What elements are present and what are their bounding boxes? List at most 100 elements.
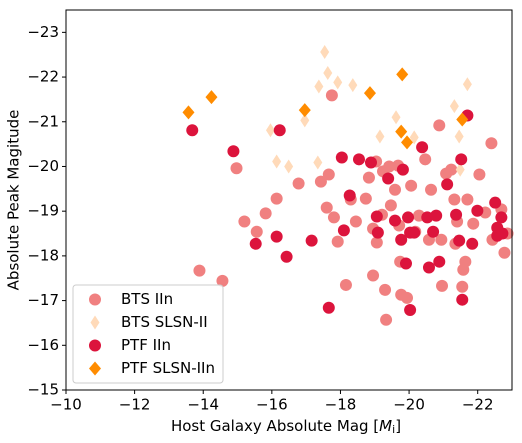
x-axis-label-text: Host Galaxy Absolute Mag [ [171, 417, 379, 435]
point [362, 171, 375, 184]
point [422, 261, 435, 274]
point [325, 89, 338, 102]
point [421, 211, 434, 224]
x-tick-label: −14 [187, 396, 219, 414]
point [337, 224, 350, 237]
point [370, 210, 383, 223]
point [389, 183, 402, 196]
point [462, 77, 472, 92]
point [327, 211, 340, 224]
point [401, 291, 414, 304]
point [314, 79, 324, 94]
point [454, 129, 464, 144]
point [496, 227, 509, 240]
point [298, 103, 311, 118]
point [305, 234, 318, 247]
point [359, 192, 372, 205]
point [448, 193, 461, 206]
legend-marker [90, 315, 100, 330]
point [322, 168, 335, 181]
point [456, 293, 469, 306]
point [489, 196, 502, 209]
legend-frame [72, 284, 224, 384]
point [408, 226, 421, 239]
point [227, 145, 240, 158]
point [364, 156, 377, 169]
point [363, 86, 376, 101]
point [280, 250, 293, 263]
x-axis-label-symbol: M [379, 417, 392, 435]
point [456, 112, 469, 127]
point [370, 236, 383, 249]
point [455, 153, 468, 166]
point [259, 207, 272, 220]
point [193, 264, 206, 277]
point [182, 105, 195, 120]
point [389, 214, 402, 227]
point [425, 183, 438, 196]
y-tick-label: −20 [27, 157, 59, 175]
point [399, 257, 412, 270]
legend-label: BTS IIn [121, 290, 173, 308]
point [485, 137, 498, 150]
point [419, 153, 432, 166]
point [441, 178, 454, 191]
point [371, 226, 384, 239]
point [445, 163, 458, 176]
point [292, 177, 305, 190]
point [396, 67, 409, 82]
point [395, 233, 408, 246]
point [186, 124, 199, 137]
point [402, 211, 415, 224]
point [498, 246, 511, 259]
y-tick-label: −23 [27, 23, 59, 41]
point [284, 159, 294, 174]
point [404, 303, 417, 316]
legend-label: BTS SLSN-II [121, 313, 208, 331]
point [430, 209, 443, 222]
point [495, 211, 508, 224]
legend: BTS IIn BTS SLSN-II PTF IIn PTF SLSN-IIn [72, 284, 224, 384]
point [230, 162, 243, 175]
legend-label: PTF SLSN-IIn [121, 359, 215, 377]
point [322, 301, 335, 314]
point [436, 279, 449, 292]
point [405, 179, 418, 192]
y-axis-label: Absolute Peak Magitude [5, 110, 23, 291]
point [450, 208, 463, 221]
point [409, 130, 419, 145]
point [375, 129, 385, 144]
point [383, 160, 396, 173]
point [249, 237, 262, 250]
point [453, 234, 466, 247]
point [433, 255, 446, 268]
point [335, 151, 348, 164]
legend-marker [89, 339, 101, 352]
point [382, 172, 395, 185]
point [379, 283, 392, 296]
y-tick-label: −16 [27, 336, 59, 354]
x-tick-label: −16 [256, 396, 288, 414]
legend-marker [89, 293, 101, 306]
point [349, 215, 362, 228]
x-tick-label: −20 [393, 396, 425, 414]
point [270, 230, 283, 243]
point [396, 163, 409, 176]
point [300, 113, 310, 128]
point [339, 278, 352, 291]
x-tick-label: −22 [462, 396, 494, 414]
point [433, 119, 446, 132]
x-tick-label: −12 [119, 396, 151, 414]
y-tick-label: −17 [27, 291, 59, 309]
point [459, 255, 472, 268]
x-tick-label: −10 [50, 396, 82, 414]
point [216, 274, 229, 287]
point [320, 201, 333, 214]
x-axis-label-end: ] [395, 417, 401, 435]
y-tick-label: −21 [27, 112, 59, 130]
point [435, 233, 448, 246]
point [273, 124, 286, 137]
point [466, 237, 479, 250]
point [380, 313, 393, 326]
